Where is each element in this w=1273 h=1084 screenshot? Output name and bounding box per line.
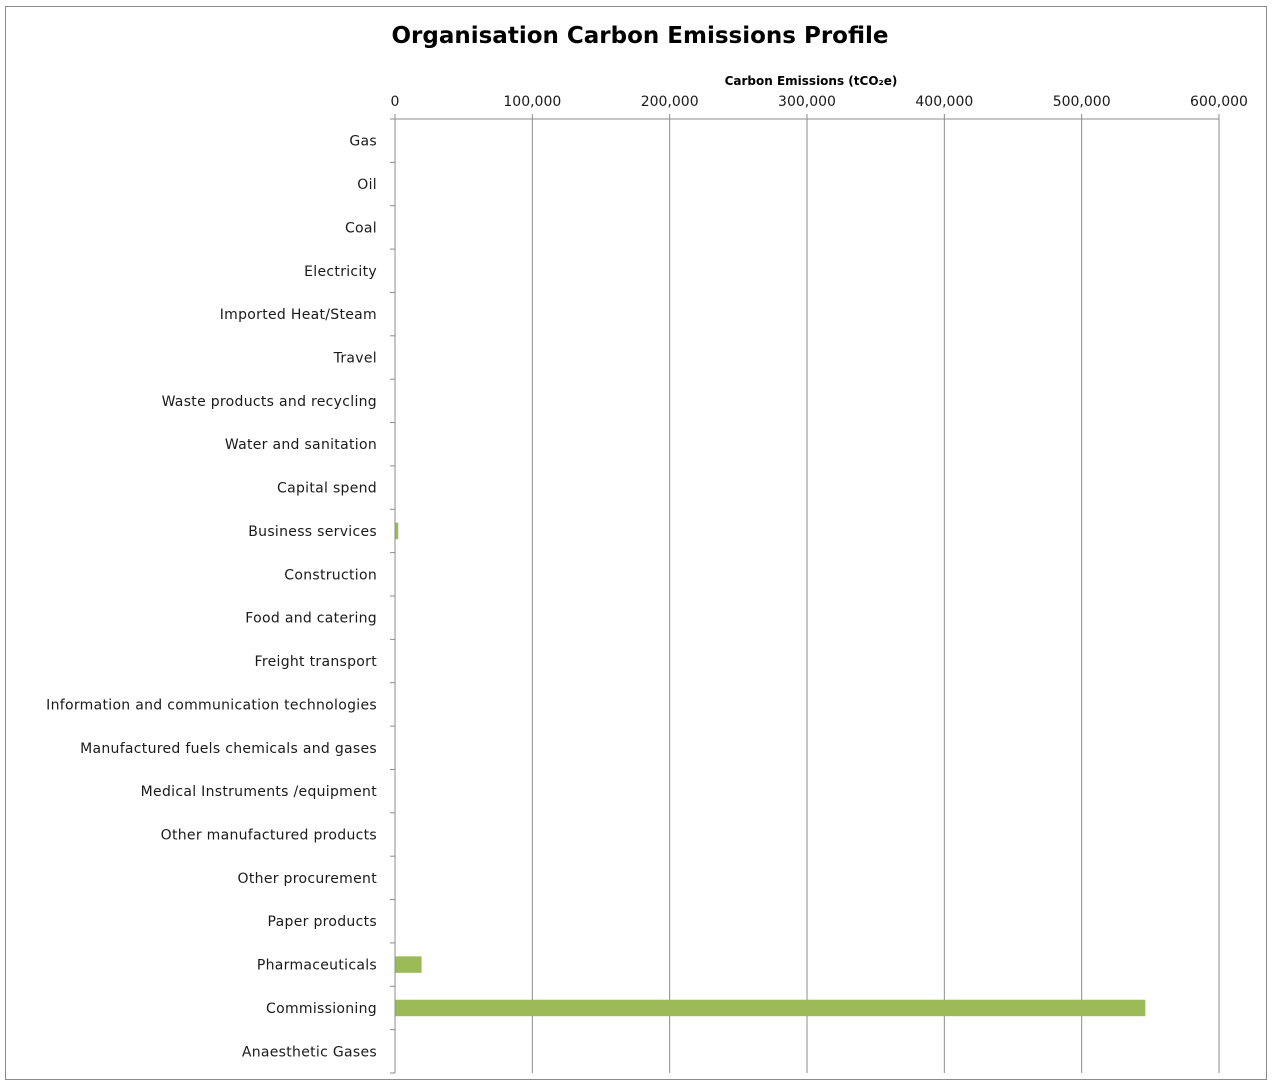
category-label: Waste products and recycling [162, 394, 377, 410]
x-tick-label: 600,000 [1190, 94, 1248, 110]
bar [395, 956, 422, 973]
category-label: Gas [349, 134, 377, 150]
category-label: Electricity [304, 264, 377, 280]
category-label: Business services [248, 524, 377, 540]
category-label: Construction [284, 567, 377, 583]
category-label: Commissioning [266, 1001, 377, 1017]
category-label: Manufactured fuels chemicals and gases [80, 741, 377, 757]
category-label: Other manufactured products [161, 828, 377, 844]
x-tick-label: 100,000 [503, 94, 561, 110]
category-label: Other procurement [238, 871, 378, 887]
category-label: Imported Heat/Steam [220, 307, 377, 323]
x-tick-label: 0 [391, 94, 400, 110]
gridlines [531, 119, 1220, 1073]
category-labels: Gas Oil Coal Electricity Imported Heat/Steam… [46, 134, 377, 1061]
axes [390, 114, 1220, 1074]
category-label: Information and communication technologi… [46, 697, 377, 713]
category-label: Medical Instruments /equipment [141, 784, 378, 800]
x-tick-label: 200,000 [641, 94, 699, 110]
category-label: Freight transport [255, 654, 378, 670]
category-label: Water and sanitation [225, 437, 377, 453]
category-label: Paper products [268, 914, 377, 930]
bar-chart: Organisation Carbon Emissions Profile Ca… [46, 23, 1248, 1074]
x-tick-labels: 0 100,000 200,000 300,000 400,000 500,000 600,… [391, 94, 1248, 110]
bar [395, 999, 1146, 1017]
bar [395, 522, 399, 540]
category-label: Anaesthetic Gases [242, 1044, 377, 1060]
category-label: Capital spend [277, 481, 377, 497]
chart-frame: Organisation Carbon Emissions Profile Ca… [5, 6, 1267, 1080]
category-label: Food and catering [245, 611, 377, 627]
x-tick-label: 500,000 [1053, 94, 1111, 110]
x-tick-label: 400,000 [915, 94, 973, 110]
category-label: Pharmaceuticals [257, 958, 377, 974]
category-label: Coal [345, 220, 377, 236]
chart-title: Organisation Carbon Emissions Profile [391, 23, 888, 49]
category-label: Oil [357, 177, 377, 193]
bars [395, 522, 1146, 1017]
category-label: Travel [333, 351, 377, 367]
x-axis-title: Carbon Emissions (tCO₂e) [725, 74, 898, 88]
x-tick-label: 300,000 [778, 94, 836, 110]
